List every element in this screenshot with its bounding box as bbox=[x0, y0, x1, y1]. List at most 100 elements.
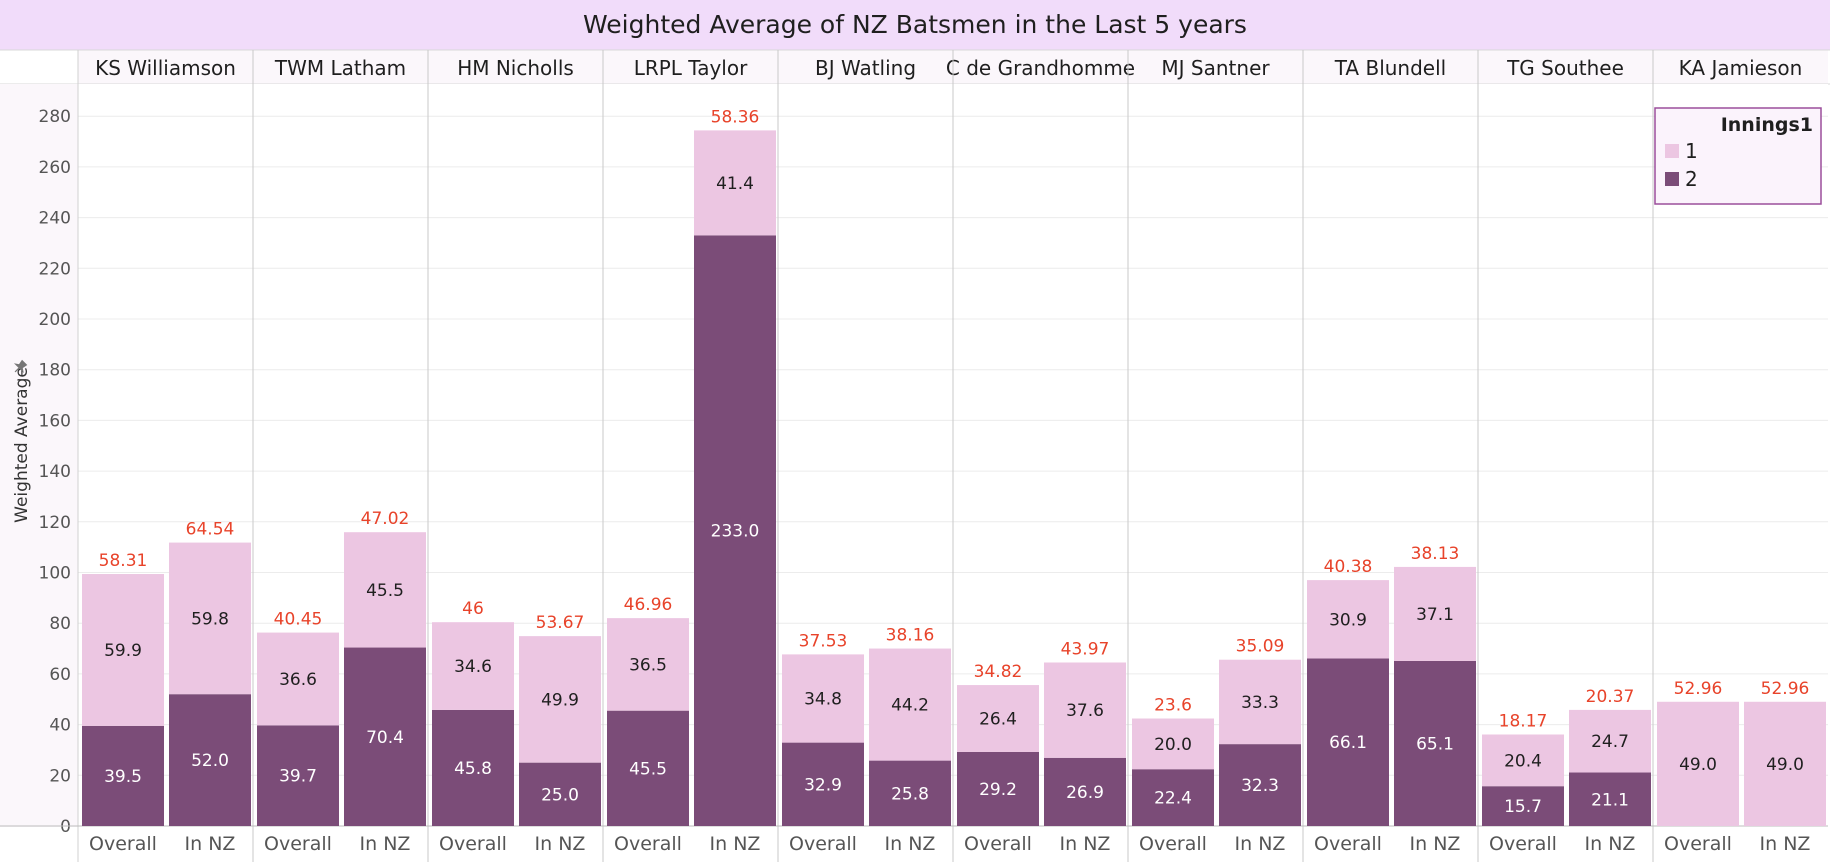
bar-segment-innings-1[interactable] bbox=[1744, 701, 1826, 826]
x-category-label: In NZ bbox=[1235, 833, 1286, 855]
y-axis-label: Weighted Average bbox=[12, 367, 32, 523]
bar-segment-innings-2[interactable] bbox=[782, 742, 864, 826]
bar-segment-innings-1[interactable] bbox=[1482, 734, 1564, 787]
segment-value-label: 32.3 bbox=[1241, 776, 1279, 796]
x-category-label: In NZ bbox=[360, 833, 411, 855]
segment-value-label: 44.2 bbox=[891, 696, 929, 716]
total-value-label: 34.82 bbox=[974, 662, 1023, 682]
segment-value-label: 21.1 bbox=[1591, 790, 1629, 810]
bar-segment-innings-2[interactable] bbox=[344, 647, 426, 826]
bar-segment-innings-1[interactable] bbox=[694, 130, 776, 236]
segment-value-label: 37.1 bbox=[1416, 605, 1454, 625]
total-value-label: 38.13 bbox=[1411, 544, 1460, 564]
bar-segment-innings-1[interactable] bbox=[432, 622, 514, 710]
segment-value-label: 45.5 bbox=[629, 759, 667, 779]
bar-segment-innings-1[interactable] bbox=[869, 648, 951, 761]
segment-value-label: 32.9 bbox=[804, 775, 842, 795]
bar-segment-innings-1[interactable] bbox=[1569, 709, 1651, 773]
legend[interactable]: Innings1 1 2 bbox=[1654, 107, 1822, 205]
x-category-label: Overall bbox=[614, 833, 682, 855]
segment-value-label: 66.1 bbox=[1329, 733, 1367, 753]
segment-value-label: 65.1 bbox=[1416, 734, 1454, 754]
bar-segment-innings-1[interactable] bbox=[519, 636, 601, 763]
title-band bbox=[0, 0, 1830, 50]
player-header-row: KS Williamson TWM Latham HM Nicholls LRPL T… bbox=[0, 49, 1830, 85]
bar-segment-innings-1[interactable] bbox=[1657, 701, 1739, 826]
total-value-label: 58.31 bbox=[99, 551, 148, 571]
chart-title: Weighted Average of NZ Batsmen in the La… bbox=[583, 10, 1247, 39]
bar-segment-innings-1[interactable] bbox=[1394, 566, 1476, 661]
segment-value-label: 41.4 bbox=[716, 174, 754, 194]
player-header: TA Blundell bbox=[1334, 56, 1446, 80]
x-category-label: In NZ bbox=[1060, 833, 1111, 855]
bar-segment-innings-2[interactable] bbox=[432, 709, 514, 826]
bars bbox=[82, 130, 1826, 827]
bar-segment-innings-1[interactable] bbox=[257, 632, 339, 726]
bar-segment-innings-1[interactable] bbox=[1044, 662, 1126, 758]
bar-segment-innings-2[interactable] bbox=[694, 235, 776, 827]
bar-segment-innings-2[interactable] bbox=[82, 725, 164, 826]
bar-segment-innings-2[interactable] bbox=[1394, 660, 1476, 826]
total-value-label: 40.45 bbox=[274, 610, 323, 630]
bar-segment-innings-2[interactable] bbox=[607, 710, 689, 826]
bar-segment-innings-2[interactable] bbox=[169, 694, 251, 826]
player-header: KA Jamieson bbox=[1679, 56, 1803, 80]
bar-segment-innings-2[interactable] bbox=[1569, 772, 1651, 826]
segment-value-label: 25.0 bbox=[541, 785, 579, 805]
bar-segment-innings-2[interactable] bbox=[1219, 744, 1301, 826]
bar-segment-innings-2[interactable] bbox=[1482, 786, 1564, 826]
bar-segment-innings-2[interactable] bbox=[257, 725, 339, 826]
y-tick-label: 140 bbox=[39, 462, 71, 482]
y-tick-label: 160 bbox=[39, 411, 71, 431]
bar-segment-innings-1[interactable] bbox=[1307, 580, 1389, 659]
segment-value-label: 33.3 bbox=[1241, 693, 1279, 713]
legend-swatch bbox=[1665, 172, 1679, 186]
x-category-label: In NZ bbox=[710, 833, 761, 855]
segment-value-label: 36.6 bbox=[279, 670, 317, 690]
bar-segment-innings-1[interactable] bbox=[344, 532, 426, 648]
segment-value-label: 70.4 bbox=[366, 728, 404, 748]
y-tick-label: 280 bbox=[39, 107, 71, 127]
player-header: KS Williamson bbox=[95, 56, 236, 80]
y-tick-label: 200 bbox=[39, 310, 71, 330]
bar-segment-innings-1[interactable] bbox=[957, 685, 1039, 752]
bar-segment-innings-1[interactable] bbox=[169, 542, 251, 695]
segment-value-label: 34.8 bbox=[804, 689, 842, 709]
x-category-label: Overall bbox=[439, 833, 507, 855]
bar-segment-innings-2[interactable] bbox=[957, 751, 1039, 826]
segment-value-label: 233.0 bbox=[711, 522, 760, 542]
segment-value-label: 34.6 bbox=[454, 657, 492, 677]
pin-icon[interactable] bbox=[12, 359, 28, 375]
segment-value-label: 45.5 bbox=[366, 581, 404, 601]
x-category-label: In NZ bbox=[1410, 833, 1461, 855]
segment-value-label: 25.8 bbox=[891, 784, 929, 804]
x-category-label: In NZ bbox=[885, 833, 936, 855]
x-category-label: Overall bbox=[89, 833, 157, 855]
bar-segment-innings-1[interactable] bbox=[82, 574, 164, 726]
segment-value-label: 20.4 bbox=[1504, 751, 1542, 771]
y-tick-label: 20 bbox=[49, 766, 71, 786]
segment-value-label: 39.5 bbox=[104, 767, 142, 787]
bar-segment-innings-2[interactable] bbox=[1132, 769, 1214, 826]
y-tick-label: 180 bbox=[39, 361, 71, 381]
data-labels: 39.5 59.9 58.31 Overall 52.0 59.8 64.54 In NZ 39… bbox=[89, 107, 1810, 855]
bar-segment-innings-1[interactable] bbox=[1219, 659, 1301, 745]
player-header: TWM Latham bbox=[274, 56, 406, 80]
total-value-label: 43.97 bbox=[1061, 639, 1110, 659]
x-category-label: Overall bbox=[789, 833, 857, 855]
bar-segment-innings-1[interactable] bbox=[1132, 718, 1214, 770]
gridlines bbox=[78, 50, 1828, 862]
player-header: HM Nicholls bbox=[457, 56, 574, 80]
bar-segment-innings-2[interactable] bbox=[519, 762, 601, 826]
bar-segment-innings-1[interactable] bbox=[782, 654, 864, 743]
legend-title: Innings1 bbox=[1721, 114, 1813, 136]
bar-segment-innings-2[interactable] bbox=[869, 760, 951, 826]
y-axis-background bbox=[0, 84, 78, 827]
segment-value-label: 52.0 bbox=[191, 751, 229, 771]
bar-segment-innings-2[interactable] bbox=[1044, 757, 1126, 826]
y-tick-label: 40 bbox=[49, 716, 71, 736]
bar-segment-innings-1[interactable] bbox=[607, 618, 689, 711]
bar-segment-innings-2[interactable] bbox=[1307, 658, 1389, 826]
y-tick-label: 120 bbox=[39, 513, 71, 533]
segment-value-label: 26.9 bbox=[1066, 783, 1104, 803]
